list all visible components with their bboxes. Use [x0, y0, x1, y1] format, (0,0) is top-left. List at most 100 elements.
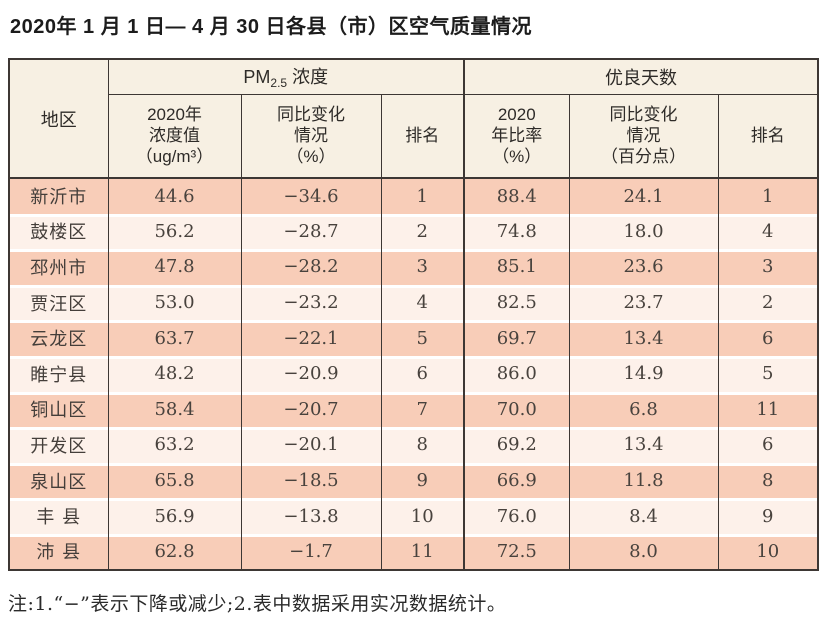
good-rank-cell: 10	[717, 533, 819, 570]
good-change-cell: 14.9	[568, 355, 719, 392]
pm-rank-cell: 6	[380, 355, 465, 392]
good-ratio-cell: 88.4	[463, 178, 570, 214]
pm-change-cell: −20.1	[240, 427, 382, 463]
good-ratio-cell: 76.0	[463, 498, 570, 534]
pm-change-cell: −28.7	[240, 213, 382, 250]
region-cell: 铜山区	[8, 391, 109, 428]
table-row: 云龙区 63.7 −22.1 5 69.7 13.4 6	[8, 320, 819, 356]
column-group-pm25: PM2.5 浓度	[107, 58, 465, 95]
pm-value-cell: 63.2	[107, 427, 242, 463]
good-change-cell: 6.8	[568, 391, 719, 428]
pm-rank-cell: 9	[380, 462, 465, 499]
table-header: 地区 PM2.5 浓度 优良天数 2020年 浓度值 （ug/m³） 同比变化 …	[8, 58, 819, 179]
column-group-good-days: 优良天数	[463, 58, 819, 95]
column-header-pm-change: 同比变化 情况 （%）	[240, 93, 382, 179]
column-header-good-rank: 排名	[717, 93, 819, 179]
region-cell: 泉山区	[8, 462, 109, 499]
good-change-cell: 18.0	[568, 213, 719, 250]
good-change-cell: 8.0	[568, 533, 719, 570]
good-change-cell: 23.7	[568, 284, 719, 321]
header-group-row: 地区 PM2.5 浓度 优良天数	[8, 58, 819, 179]
good-rank-cell: 6	[717, 320, 819, 356]
good-rank-cell: 9	[717, 498, 819, 534]
page-title: 2020年 1 月 1 日— 4 月 30 日各县（市）区空气质量情况	[10, 16, 533, 38]
pm-rank-cell: 7	[380, 391, 465, 428]
good-change-cell: 11.8	[568, 462, 719, 499]
pm-rank-cell: 3	[380, 249, 465, 285]
column-header-region: 地区	[8, 58, 109, 179]
table-row: 开发区 63.2 −20.1 8 69.2 13.4 6	[8, 427, 819, 463]
region-cell: 开发区	[8, 427, 109, 463]
pm-rank-cell: 1	[380, 178, 465, 214]
footnote: 注:1.“−”表示下降或减少;2.表中数据采用实况数据统计。	[8, 593, 507, 615]
region-cell: 新沂市	[8, 178, 109, 214]
good-ratio-cell: 69.2	[463, 427, 570, 463]
region-cell: 丰 县	[8, 498, 109, 534]
region-cell: 鼓楼区	[8, 213, 109, 250]
good-ratio-cell: 85.1	[463, 249, 570, 285]
good-ratio-cell: 66.9	[463, 462, 570, 499]
air-quality-table: 地区 PM2.5 浓度 优良天数 2020年 浓度值 （ug/m³） 同比变化 …	[8, 58, 820, 571]
table-row: 睢宁县 48.2 −20.9 6 86.0 14.9 5	[8, 355, 819, 392]
good-rank-cell: 6	[717, 427, 819, 463]
pm-value-cell: 65.8	[107, 462, 242, 499]
table-row: 贾汪区 53.0 −23.2 4 82.5 23.7 2	[8, 284, 819, 321]
good-ratio-cell: 82.5	[463, 284, 570, 321]
pm-rank-cell: 5	[380, 320, 465, 356]
pm-rank-cell: 8	[380, 427, 465, 463]
good-ratio-cell: 74.8	[463, 213, 570, 250]
region-cell: 邳州市	[8, 249, 109, 285]
pm-rank-cell: 11	[380, 533, 465, 570]
pm-value-cell: 56.2	[107, 213, 242, 250]
good-rank-cell: 3	[717, 249, 819, 285]
column-header-pm-rank: 排名	[380, 93, 465, 179]
header-sub-row: 2020年 浓度值 （ug/m³） 同比变化 情况 （%） 排名 2020 年比…	[9, 93, 819, 179]
region-cell: 贾汪区	[8, 284, 109, 321]
pm-change-cell: −13.8	[240, 498, 382, 534]
good-ratio-cell: 72.5	[463, 533, 570, 570]
table-body: 新沂市 44.6 −34.6 1 88.4 24.1 1 鼓楼区 56.2 −2…	[8, 178, 819, 570]
pm-value-cell: 53.0	[107, 284, 242, 321]
table-row: 新沂市 44.6 −34.6 1 88.4 24.1 1	[8, 178, 819, 214]
region-cell: 云龙区	[8, 320, 109, 356]
column-header-good-change: 同比变化 情况 （百分点）	[568, 93, 719, 179]
good-rank-cell: 2	[717, 284, 819, 321]
pm25-label-subscript: 2.5	[270, 76, 288, 91]
pm-value-cell: 44.6	[107, 178, 242, 214]
region-cell: 沛 县	[8, 533, 109, 570]
pm-value-cell: 62.8	[107, 533, 242, 570]
good-rank-cell: 5	[717, 355, 819, 392]
pm-value-cell: 58.4	[107, 391, 242, 428]
pm-rank-cell: 10	[380, 498, 465, 534]
pm-change-cell: −20.9	[240, 355, 382, 392]
pm-change-cell: −1.7	[240, 533, 382, 570]
good-rank-cell: 1	[717, 178, 819, 214]
table-row: 泉山区 65.8 −18.5 9 66.9 11.8 8	[8, 462, 819, 499]
good-ratio-cell: 69.7	[463, 320, 570, 356]
table-row: 鼓楼区 56.2 −28.7 2 74.8 18.0 4	[8, 213, 819, 250]
good-ratio-cell: 86.0	[463, 355, 570, 392]
pm-change-cell: −22.1	[240, 320, 382, 356]
column-header-good-ratio: 2020 年比率 （%）	[463, 93, 570, 179]
pm25-label-suffix: 浓度	[287, 67, 329, 88]
good-rank-cell: 8	[717, 462, 819, 499]
pm-change-cell: −34.6	[240, 178, 382, 214]
good-change-cell: 13.4	[568, 427, 719, 463]
pm-value-cell: 48.2	[107, 355, 242, 392]
good-ratio-cell: 70.0	[463, 391, 570, 428]
good-change-cell: 24.1	[568, 178, 719, 214]
table-row: 铜山区 58.4 −20.7 7 70.0 6.8 11	[8, 391, 819, 428]
good-change-cell: 8.4	[568, 498, 719, 534]
table-row: 丰 县 56.9 −13.8 10 76.0 8.4 9	[8, 498, 819, 534]
pm-rank-cell: 2	[380, 213, 465, 250]
pm-change-cell: −20.7	[240, 391, 382, 428]
pm-change-cell: −23.2	[240, 284, 382, 321]
good-change-cell: 13.4	[568, 320, 719, 356]
pm-value-cell: 47.8	[107, 249, 242, 285]
pm-value-cell: 56.9	[107, 498, 242, 534]
region-cell: 睢宁县	[8, 355, 109, 392]
pm-change-cell: −18.5	[240, 462, 382, 499]
table-row: 沛 县 62.8 −1.7 11 72.5 8.0 10	[8, 533, 819, 570]
good-rank-cell: 4	[717, 213, 819, 250]
table-row: 邳州市 47.8 −28.2 3 85.1 23.6 3	[8, 249, 819, 285]
